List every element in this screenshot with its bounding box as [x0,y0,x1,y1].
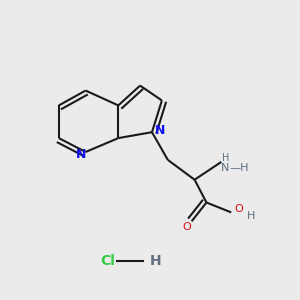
Text: O: O [235,204,244,214]
Text: —H: —H [230,163,249,173]
Text: N: N [155,124,165,137]
Text: O: O [182,222,191,232]
Text: Cl: Cl [100,254,115,268]
Text: H: H [150,254,162,268]
Text: H: H [247,212,255,221]
Text: N: N [76,148,86,161]
Text: N: N [221,163,230,173]
Text: H: H [222,153,229,163]
